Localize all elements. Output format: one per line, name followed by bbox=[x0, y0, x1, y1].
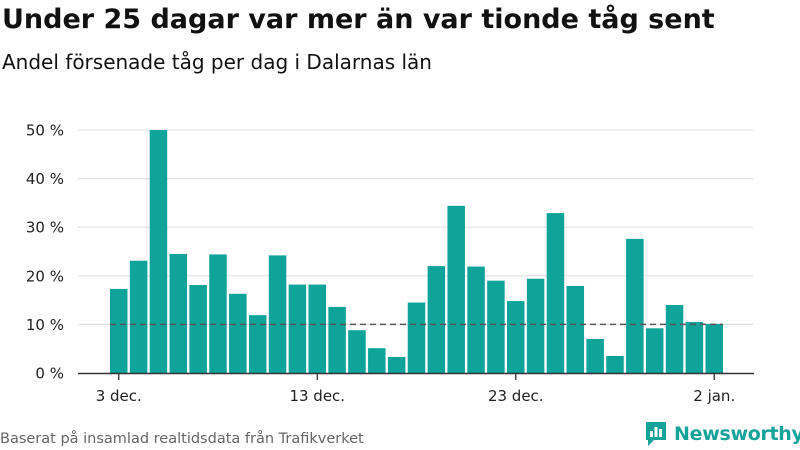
bars bbox=[110, 130, 723, 373]
bar bbox=[685, 321, 704, 373]
bar bbox=[368, 348, 386, 373]
bar bbox=[129, 260, 148, 373]
bar bbox=[229, 293, 247, 373]
x-axis bbox=[78, 372, 754, 380]
bar bbox=[308, 284, 326, 373]
bar bbox=[606, 355, 624, 373]
bar bbox=[209, 254, 227, 373]
bar bbox=[407, 302, 426, 373]
bar bbox=[248, 315, 267, 373]
bar bbox=[288, 284, 307, 373]
x-tick-label: 3 dec. bbox=[96, 387, 142, 405]
y-tick-label: 40 % bbox=[26, 170, 64, 188]
bar bbox=[705, 323, 723, 373]
bar bbox=[626, 238, 644, 373]
x-axis-labels: 3 dec. 13 dec. 23 dec. 2 jan. bbox=[96, 387, 736, 405]
bar bbox=[566, 286, 585, 373]
bar-chart: 0 % 10 % 20 % 30 % 40 % 50 % 3 dec. 13 dec. 23 … bbox=[26, 122, 754, 405]
bar bbox=[665, 304, 684, 373]
x-tick-label: 23 dec. bbox=[488, 387, 544, 405]
y-tick-label: 0 % bbox=[35, 365, 64, 383]
newsworthy-logo-icon bbox=[646, 422, 666, 446]
x-tick-label: 2 jan. bbox=[693, 387, 735, 405]
bar bbox=[526, 278, 545, 373]
bar bbox=[507, 301, 525, 373]
x-tick-label: 13 dec. bbox=[289, 387, 345, 405]
newsworthy-logo-text: Newsworthy bbox=[674, 423, 800, 445]
bar bbox=[586, 338, 604, 373]
bar bbox=[487, 280, 505, 373]
source-note: Baserat på insamlad realtidsdata från Tr… bbox=[0, 431, 364, 447]
chart-subtitle: Andel försenade tåg per dag i Dalarnas l… bbox=[2, 50, 432, 74]
bar bbox=[447, 205, 465, 373]
bar bbox=[189, 285, 207, 373]
bar bbox=[387, 356, 406, 373]
bar bbox=[268, 255, 287, 373]
chart-title: Under 25 dagar var mer än var tionde tåg… bbox=[2, 4, 715, 35]
y-tick-label: 10 % bbox=[26, 316, 64, 334]
bar bbox=[467, 266, 485, 373]
bar bbox=[169, 253, 188, 373]
bar bbox=[328, 306, 346, 373]
bar bbox=[110, 288, 128, 373]
bar bbox=[348, 330, 366, 373]
y-tick-label: 20 % bbox=[26, 267, 64, 285]
bar bbox=[645, 328, 664, 373]
y-tick-label: 30 % bbox=[26, 219, 64, 237]
y-tick-label: 50 % bbox=[26, 122, 64, 140]
y-axis-labels: 0 % 10 % 20 % 30 % 40 % 50 % bbox=[26, 122, 64, 383]
bar bbox=[546, 213, 565, 373]
bar bbox=[149, 130, 168, 373]
bar bbox=[427, 266, 446, 373]
newsworthy-logo: Newsworthy bbox=[644, 421, 800, 447]
